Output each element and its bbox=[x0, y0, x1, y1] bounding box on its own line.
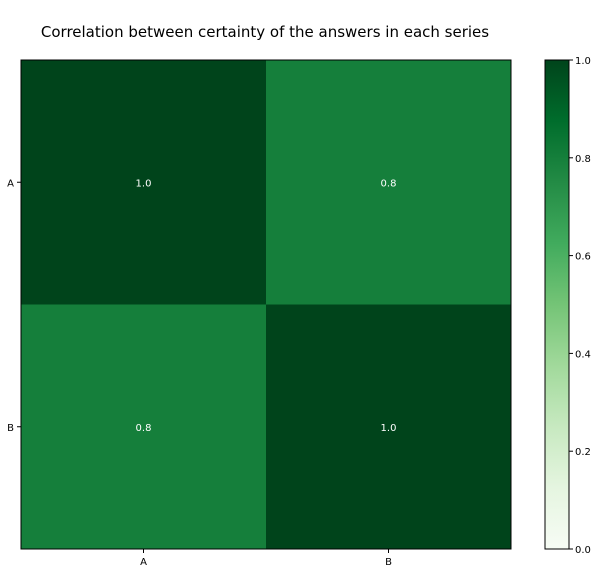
x-tick-label: B bbox=[385, 557, 392, 568]
cell-value-label: 0.8 bbox=[381, 178, 397, 189]
colorbar-tick-label: 0.8 bbox=[575, 154, 591, 165]
colorbar-tick-label: 0.6 bbox=[575, 252, 591, 263]
heatmap-cell-B-B bbox=[266, 304, 512, 550]
colorbar-tick-label: 0.4 bbox=[575, 349, 591, 360]
chart-title: Correlation between certainty of the ans… bbox=[41, 23, 489, 41]
heatmap-cell-labels: 1.0 0.8 0.8 1.0 bbox=[136, 178, 397, 434]
cell-value-label: 1.0 bbox=[136, 178, 152, 189]
colorbar bbox=[544, 59, 570, 550]
heatmap-cell-A-B bbox=[266, 60, 512, 305]
y-tick-label: A bbox=[7, 178, 14, 189]
x-tick-label: A bbox=[140, 557, 147, 568]
colorbar-axis: 0.0 0.2 0.4 0.6 0.8 1.0 bbox=[569, 56, 591, 556]
colorbar-tick-label: 0.0 bbox=[575, 545, 591, 556]
heatmap-cells bbox=[21, 60, 512, 550]
y-axis: AB bbox=[7, 178, 21, 434]
colorbar-tick-label: 1.0 bbox=[575, 56, 591, 67]
heatmap-cell-A-A bbox=[21, 60, 267, 305]
plot-frame bbox=[20, 59, 512, 550]
cell-value-label: 1.0 bbox=[381, 423, 397, 434]
colorbar-tick-label: 0.2 bbox=[575, 447, 591, 458]
y-tick-label: B bbox=[7, 423, 14, 434]
cell-value-label: 0.8 bbox=[136, 423, 152, 434]
heatmap-cell-B-A bbox=[21, 304, 267, 550]
